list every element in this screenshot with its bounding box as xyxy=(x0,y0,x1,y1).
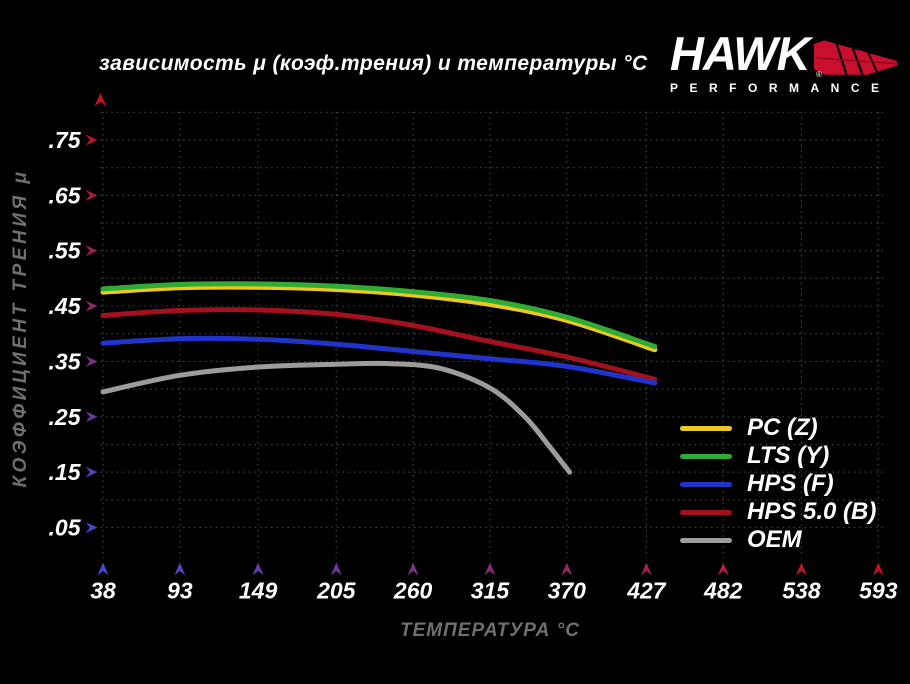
legend-swatch-pc-z xyxy=(680,425,732,431)
chart-title: зависимость μ (коэф.трения) и температур… xyxy=(99,52,648,75)
x-tick-arrow xyxy=(640,562,652,576)
y-tick-arrow xyxy=(85,245,98,257)
legend-item: LTS (Y) xyxy=(680,442,876,470)
hawk-logo: HAWK ® PERFORMANCE xyxy=(670,27,898,96)
hawk-wing-icon xyxy=(813,39,898,78)
legend-swatch-oem xyxy=(680,537,732,543)
series-line-pc-z xyxy=(100,284,658,353)
y-tick-arrow xyxy=(85,466,98,478)
y-tick-arrow xyxy=(85,355,98,367)
y-tick-label: .15 xyxy=(49,459,82,485)
x-tick-arrow xyxy=(330,562,342,576)
x-tick-label: 260 xyxy=(393,578,433,604)
x-tick-label: 205 xyxy=(316,578,357,604)
x-tick-label: 38 xyxy=(90,578,116,604)
series-line-oem xyxy=(100,360,573,475)
y-tick-arrow xyxy=(85,300,98,312)
x-tick-label: 538 xyxy=(782,578,821,604)
y-tick-label: .05 xyxy=(49,515,82,541)
x-tick-label: 149 xyxy=(239,578,278,604)
y-tick-arrow xyxy=(85,134,98,146)
y-tick-label: .75 xyxy=(49,127,82,153)
legend-item: OEM xyxy=(680,526,876,554)
y-tick-arrow xyxy=(85,522,98,534)
y-tick-label: .25 xyxy=(49,404,82,430)
y-tick-arrow xyxy=(85,189,98,201)
x-tick-arrow xyxy=(795,562,807,576)
x-axis-title: ТЕМПЕРАТУРА °C xyxy=(400,620,580,641)
hawk-logo-tagline: PERFORMANCE xyxy=(670,81,891,95)
legend-item: HPS (F) xyxy=(680,470,876,498)
legend: PC (Z) LTS (Y) HPS (F) HPS 5.0 (B) OEM xyxy=(680,414,876,554)
x-tick-arrow xyxy=(174,562,186,576)
legend-swatch-hps-5-0-b xyxy=(680,509,732,515)
x-tick-label: 93 xyxy=(167,578,193,604)
y-tick-label: .35 xyxy=(49,348,82,374)
x-tick-label: 482 xyxy=(703,578,743,604)
x-tick-label: 427 xyxy=(626,578,667,604)
y-axis-arrowhead xyxy=(94,93,107,106)
series-line-hps-f xyxy=(100,335,658,386)
legend-label: PC (Z) xyxy=(747,414,818,441)
x-tick-arrow xyxy=(97,562,109,576)
y-tick-label: .55 xyxy=(49,238,82,264)
legend-item: HPS 5.0 (B) xyxy=(680,498,876,526)
x-tick-label: 593 xyxy=(859,578,898,604)
legend-item: PC (Z) xyxy=(680,414,876,442)
x-tick-arrow xyxy=(561,562,573,576)
legend-swatch-lts-y xyxy=(680,453,732,459)
hawk-logo-text: HAWK xyxy=(670,27,811,80)
legend-swatch-hps-f xyxy=(680,481,732,487)
x-tick-arrow xyxy=(407,562,419,576)
registered-trademark: ® xyxy=(816,70,822,79)
legend-label: HPS 5.0 (B) xyxy=(747,498,877,525)
y-tick-label: .65 xyxy=(49,182,82,208)
legend-label: LTS (Y) xyxy=(747,442,830,469)
x-tick-arrow xyxy=(484,562,496,576)
legend-label: OEM xyxy=(747,526,802,553)
series-line-hps-5-0-b xyxy=(100,307,658,382)
hawk-logo-row: HAWK xyxy=(670,27,898,80)
y-tick-label: .45 xyxy=(49,293,82,319)
y-tick-arrow xyxy=(85,411,98,423)
x-tick-label: 315 xyxy=(471,578,511,604)
series-line-lts-y xyxy=(100,281,658,349)
x-tick-arrow xyxy=(872,562,884,576)
x-tick-arrow xyxy=(252,562,264,576)
x-tick-arrow xyxy=(717,562,729,576)
legend-label: HPS (F) xyxy=(747,470,834,497)
x-tick-label: 370 xyxy=(548,578,587,604)
